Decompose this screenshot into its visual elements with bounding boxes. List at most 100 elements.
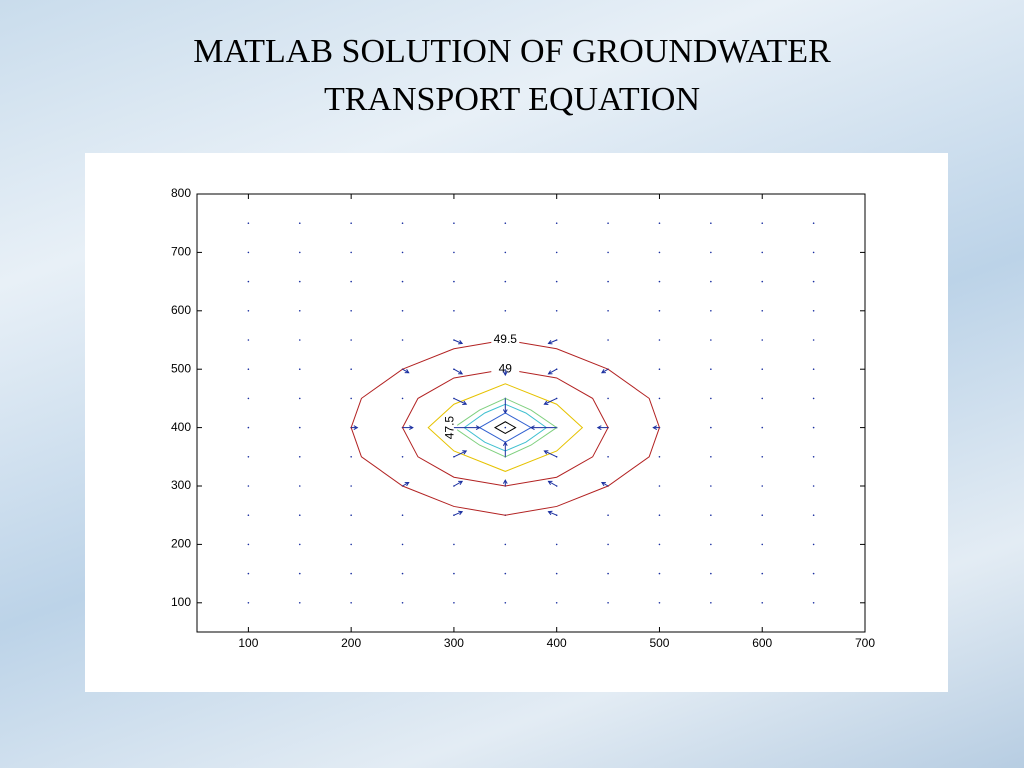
quiver-dot <box>401 456 404 458</box>
quiver-arrow <box>502 479 508 486</box>
arrow-part <box>502 479 508 484</box>
quiver-dot <box>710 397 712 400</box>
quiver-dot <box>761 543 764 546</box>
quiver-dot <box>607 543 609 546</box>
quiver-dot <box>607 280 609 283</box>
quiver-dot <box>658 251 661 254</box>
quiver-dot <box>247 602 250 604</box>
arrow-part <box>596 425 602 430</box>
quiver-arrow <box>601 481 609 487</box>
quiver-dot <box>812 397 815 400</box>
plot-panel <box>85 153 948 692</box>
quiver-dot <box>298 222 301 224</box>
quiver-dot <box>453 280 455 283</box>
arrow-part <box>543 450 549 455</box>
arrow-part <box>502 441 508 446</box>
quiver-arrow <box>547 510 557 516</box>
quiver-dot <box>710 426 712 429</box>
quiver-dot <box>401 280 404 283</box>
quiver-dot <box>298 310 301 312</box>
quiver-dot <box>658 339 661 341</box>
quiver-dot <box>555 310 558 312</box>
quiver-dot <box>761 251 764 254</box>
quiver-dot <box>247 572 250 575</box>
quiver-dot <box>350 397 352 400</box>
quiver-dot <box>710 572 712 575</box>
arrow-part <box>544 450 557 458</box>
quiver-dot <box>710 543 712 546</box>
arrow-part <box>453 339 463 344</box>
quiver-dot <box>504 251 507 254</box>
quiver-dot <box>298 368 301 371</box>
quiver-dot <box>247 543 250 546</box>
y-tick-label: 600 <box>171 303 191 317</box>
quiver-dot <box>453 543 455 546</box>
quiver-arrow <box>547 368 557 375</box>
arrow-part <box>652 425 658 430</box>
quiver-dot <box>607 602 609 604</box>
quiver-dot <box>247 456 250 458</box>
quiver-dot <box>710 514 712 516</box>
quiver-dot <box>761 485 764 487</box>
quiver-dot <box>658 572 661 575</box>
quiver-dot <box>247 251 250 254</box>
quiver-dot <box>658 310 661 312</box>
quiver-dot <box>761 368 764 371</box>
quiver-dot <box>247 368 250 371</box>
quiver-arrow <box>502 369 508 377</box>
quiver-arrow <box>601 368 609 374</box>
y-tick-label: 100 <box>171 595 191 609</box>
quiver-arrow <box>453 397 468 405</box>
quiver-arrow <box>543 450 557 458</box>
quiver-dot <box>812 456 815 458</box>
quiver-dot <box>658 222 661 224</box>
arrow-part <box>543 400 549 405</box>
quiver-dot <box>812 368 815 371</box>
quiver-dot <box>812 222 815 224</box>
contour-label: 49.5 <box>494 332 518 346</box>
arrow-part <box>453 397 467 405</box>
quiver-dot <box>812 339 815 341</box>
quiver-arrow <box>453 510 464 516</box>
arrow-part <box>402 482 409 487</box>
quiver-dot <box>812 280 815 283</box>
arrow-part <box>547 510 553 516</box>
quiver-dot <box>350 368 352 371</box>
quiver-dot <box>504 543 507 546</box>
quiver-dot <box>555 222 558 224</box>
quiver-dot <box>350 222 352 224</box>
contour-label: 47.5 <box>442 416 456 440</box>
contour-label-bg <box>491 334 520 346</box>
quiver-dot <box>247 310 250 312</box>
quiver-dot <box>658 514 661 516</box>
quiver-dot <box>350 251 352 254</box>
quiver-dot <box>298 456 301 458</box>
quiver-dot <box>350 280 352 283</box>
quiver-dot <box>761 572 764 575</box>
quiver-dot <box>401 514 404 516</box>
quiver-dot <box>812 543 815 546</box>
quiver-arrow <box>502 441 508 457</box>
quiver-dot <box>504 310 507 312</box>
y-tick-label: 500 <box>171 361 191 375</box>
quiver-dot <box>453 602 455 604</box>
quiver-dot <box>298 339 301 341</box>
arrow-part <box>601 481 606 487</box>
quiver-dot <box>761 339 764 341</box>
quiver-dot <box>761 514 764 516</box>
y-tick-label: 200 <box>171 537 191 551</box>
quiver-dot <box>298 397 301 400</box>
quiver-dot <box>658 456 661 458</box>
quiver-dot <box>607 222 609 224</box>
x-tick-label: 100 <box>238 636 258 650</box>
quiver-arrow <box>453 480 464 487</box>
quiver-dot <box>453 572 455 575</box>
quiver-dot <box>298 572 301 575</box>
quiver-dot <box>401 572 404 575</box>
quiver-dot <box>658 602 661 604</box>
x-tick-label: 200 <box>341 636 361 650</box>
quiver-dot <box>350 514 352 516</box>
quiver-dot <box>607 514 609 516</box>
contour-label-bg <box>443 414 458 441</box>
quiver-dot <box>401 251 404 254</box>
